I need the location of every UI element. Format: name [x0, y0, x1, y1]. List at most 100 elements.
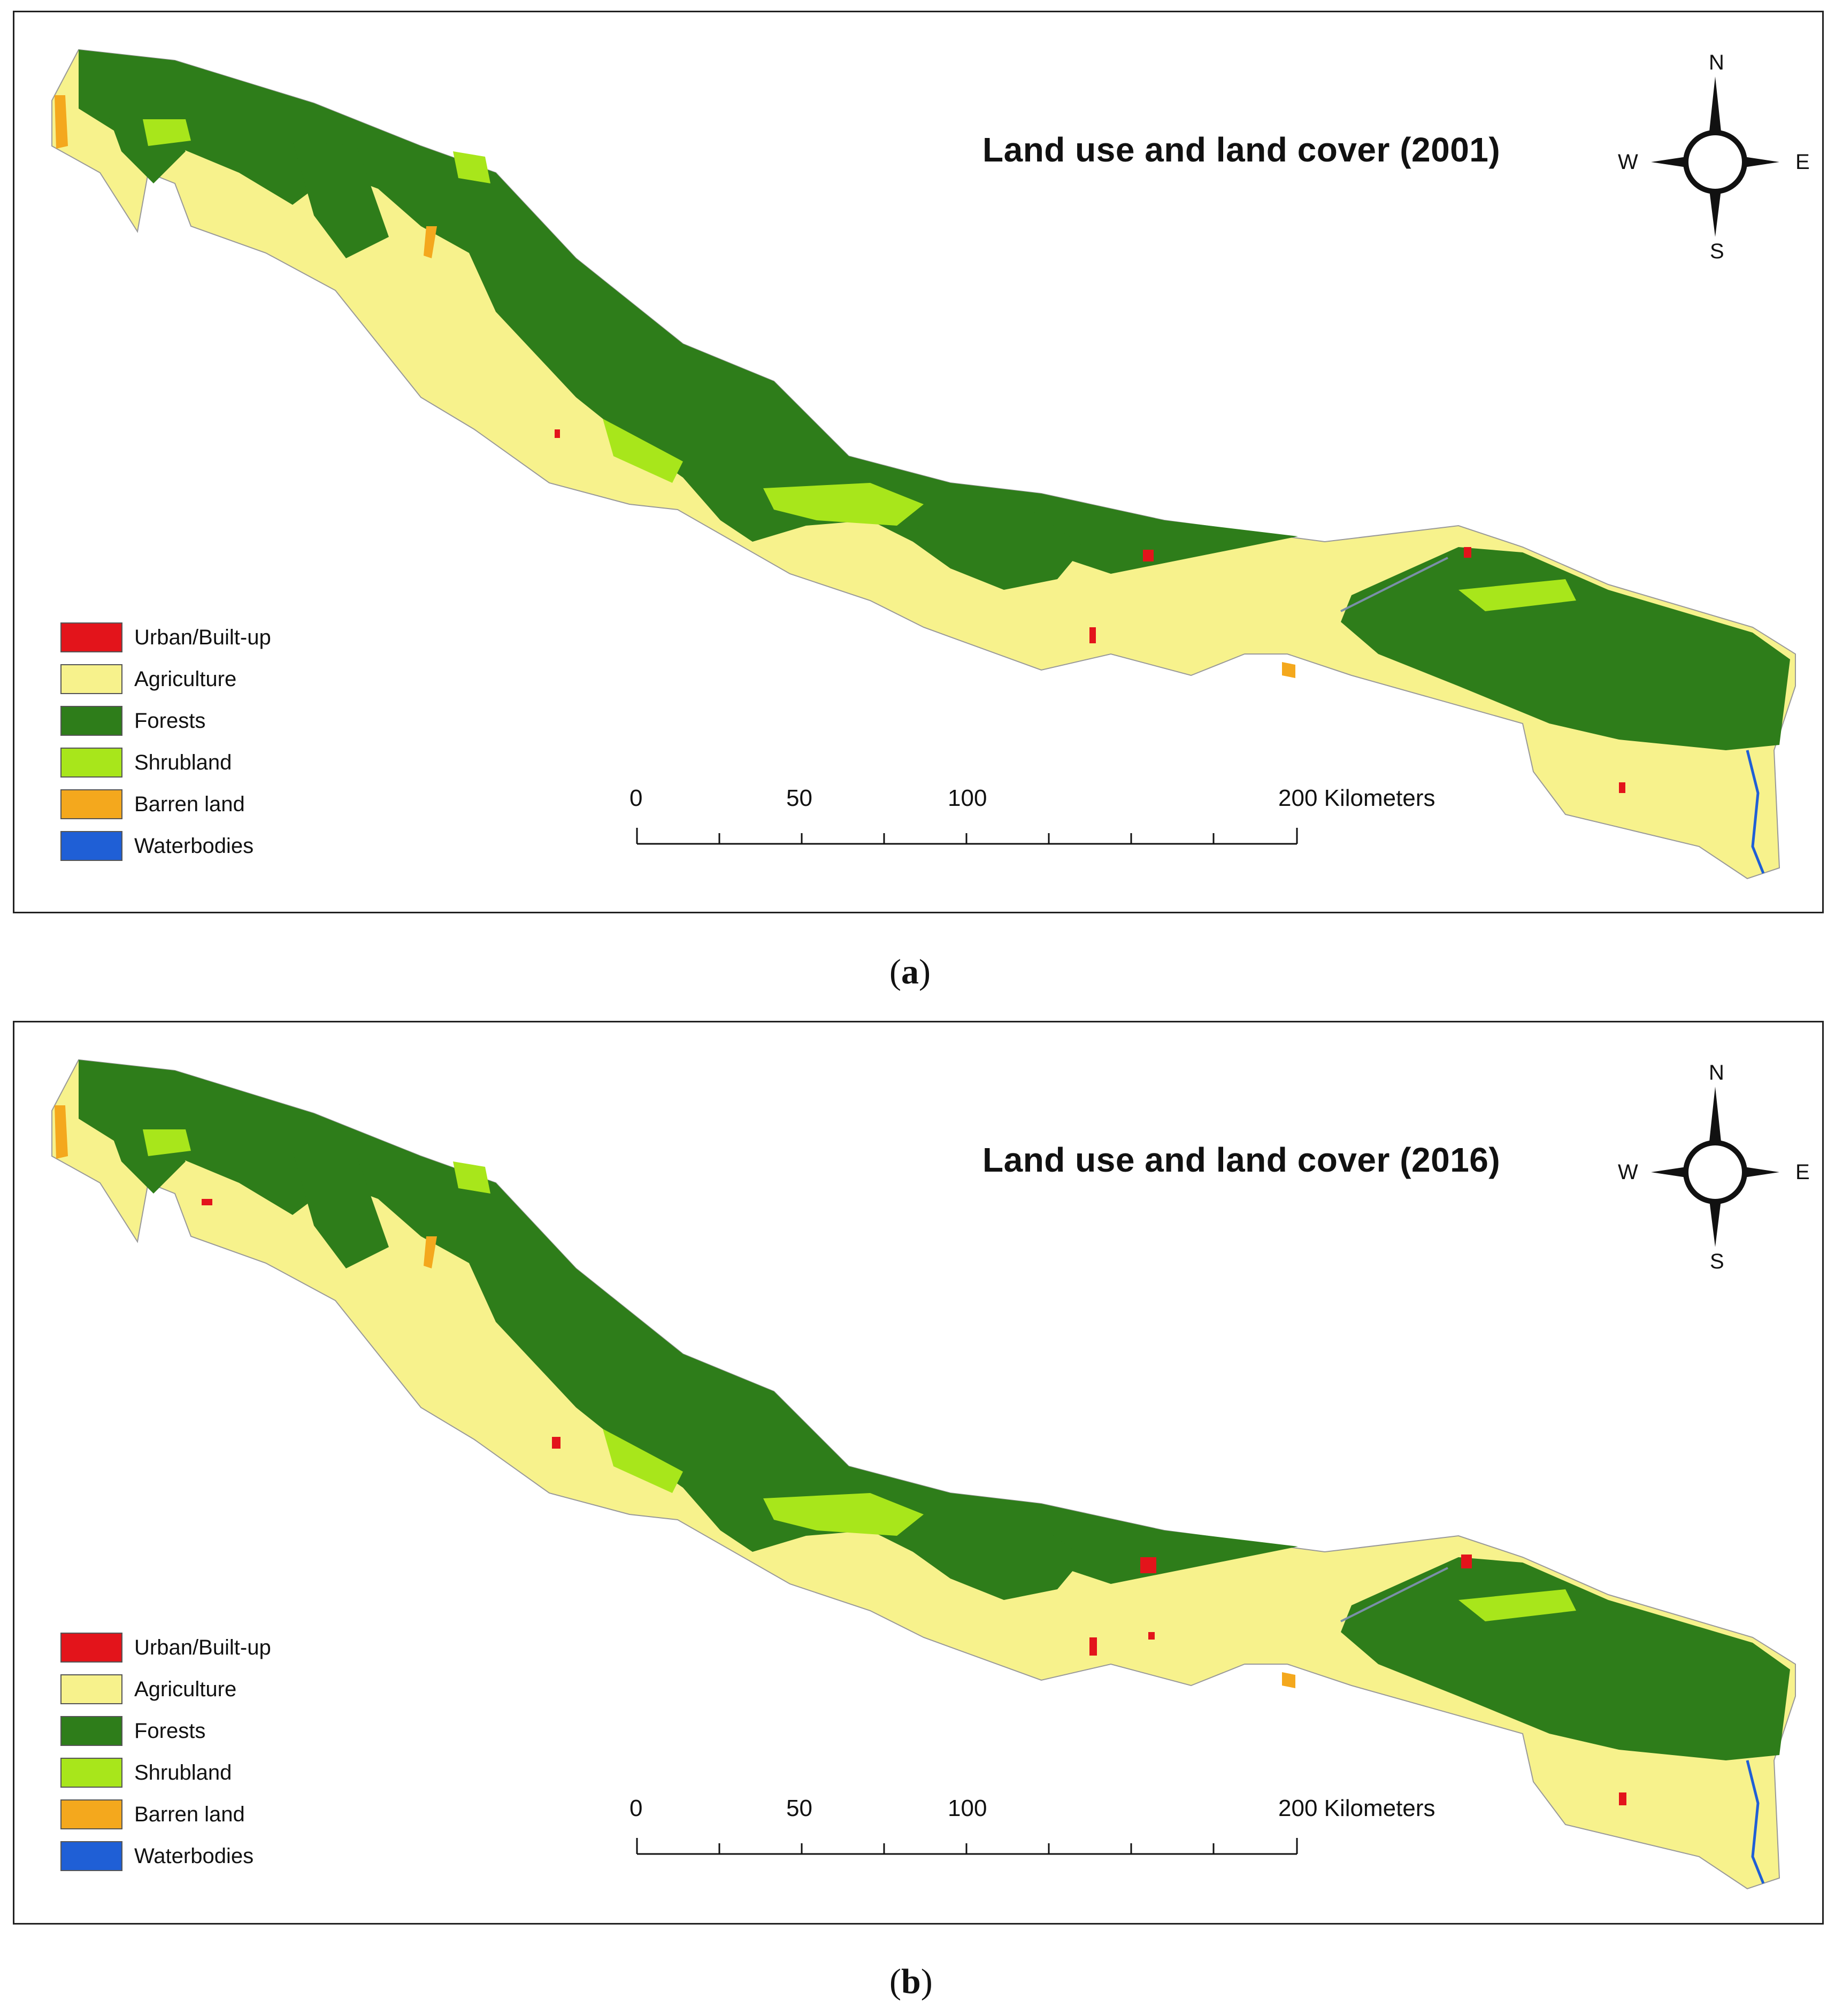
map-title: Land use and land cover (2001)	[982, 130, 1501, 169]
forest-patch-2	[293, 141, 389, 258]
shrub-area-3	[1458, 1589, 1576, 1621]
scale-bar-line	[636, 1838, 1298, 1855]
urban-patch	[202, 1199, 212, 1205]
figure-caption-b: (b)	[889, 1962, 933, 2001]
barren-patch	[1282, 662, 1295, 678]
scale-bar: 0 50 100 200 Kilometers	[629, 785, 1435, 855]
legend-item: Barren land	[60, 783, 271, 825]
legend-item: Shrubland	[60, 742, 271, 783]
legend-item: Forests	[60, 700, 271, 742]
legend-swatch	[60, 1841, 122, 1871]
urban-patch	[1089, 1637, 1097, 1656]
forest-patch-west	[100, 1103, 186, 1194]
legend-label: Barren land	[134, 792, 245, 816]
legend-swatch	[60, 706, 122, 736]
forest-area-mid	[913, 1520, 1084, 1600]
barren-patch	[424, 1236, 437, 1268]
urban-patch	[555, 429, 560, 438]
urban-patch	[1148, 1632, 1155, 1640]
north-arrow-compass: N S W E	[1614, 1061, 1817, 1279]
legend-label: Barren land	[134, 1802, 245, 1826]
compass-e-label: E	[1795, 150, 1810, 174]
forest-area-east	[1341, 547, 1790, 750]
barren-patch	[55, 95, 68, 149]
water-river	[1746, 1760, 1765, 1884]
scale-bar-line	[636, 828, 1298, 845]
shrub-area	[763, 1493, 924, 1536]
scale-label: 50	[786, 1795, 812, 1821]
urban-patch	[1461, 1555, 1472, 1568]
legend-item: Urban/Built-up	[60, 1627, 271, 1668]
legend-item: Waterbodies	[60, 825, 271, 867]
forest-patch-west	[100, 93, 186, 183]
legend: Urban/Built-up Agriculture Forests Shrub…	[60, 617, 271, 867]
legend-label: Urban/Built-up	[134, 1635, 271, 1659]
north-arrow-compass: N S W E	[1614, 51, 1817, 269]
barren-patch	[55, 1105, 68, 1159]
legend-label: Waterbodies	[134, 834, 254, 858]
land-cover-map	[51, 1059, 1796, 1890]
scale-label: 100	[948, 1795, 987, 1821]
forest-area	[79, 50, 1298, 574]
water-river	[1340, 1567, 1448, 1622]
legend-label: Waterbodies	[134, 1844, 254, 1868]
legend-label: Agriculture	[134, 667, 237, 691]
scale-label: 0	[629, 785, 643, 811]
shrub-area-2	[603, 1429, 683, 1493]
region-shape	[51, 1059, 1796, 1890]
legend-swatch	[60, 1799, 122, 1829]
legend-label: Forests	[134, 709, 206, 733]
compass-w-label: W	[1618, 150, 1638, 174]
shrub-area-5	[453, 151, 490, 183]
legend-label: Forests	[134, 1719, 206, 1743]
legend-label: Shrubland	[134, 1760, 232, 1784]
legend-label: Agriculture	[134, 1677, 237, 1701]
water-river	[1340, 557, 1448, 612]
legend-swatch	[60, 622, 122, 652]
compass-w-label: W	[1618, 1160, 1638, 1184]
map-title: Land use and land cover (2016)	[982, 1141, 1501, 1179]
scale-label: 200 Kilometers	[1278, 785, 1435, 811]
shrub-area-4	[143, 1129, 191, 1156]
urban-patch	[1143, 550, 1154, 561]
legend-swatch	[60, 1716, 122, 1746]
forest-area	[79, 1060, 1298, 1584]
figure-caption-a: (a)	[889, 952, 931, 991]
region-shape	[51, 49, 1796, 880]
legend-swatch	[60, 1633, 122, 1663]
compass-s-label: S	[1710, 1250, 1724, 1273]
land-cover-map	[51, 49, 1796, 880]
urban-patch	[552, 1437, 561, 1449]
barren-patch	[1282, 1672, 1295, 1688]
shrub-area-4	[143, 119, 191, 146]
scale-label: 50	[786, 785, 812, 811]
forest-area-east	[1341, 1557, 1790, 1760]
scale-bar: 0 50 100 200 Kilometers	[629, 1795, 1435, 1865]
legend-swatch	[60, 1758, 122, 1788]
legend-item: Forests	[60, 1710, 271, 1752]
map-panel-2001: Land use and land cover (2001) N S W E U…	[13, 11, 1824, 913]
urban-patch	[1464, 547, 1471, 558]
urban-patch	[1619, 1792, 1626, 1805]
legend-label: Shrubland	[134, 750, 232, 774]
legend-swatch	[60, 831, 122, 861]
forest-patch-2	[293, 1151, 389, 1268]
legend-swatch	[60, 789, 122, 819]
shrub-area-5	[453, 1161, 490, 1194]
legend-item: Shrubland	[60, 1752, 271, 1794]
compass-e-label: E	[1795, 1160, 1810, 1184]
legend-swatch	[60, 664, 122, 694]
shrub-area	[763, 483, 924, 526]
urban-patch	[1619, 782, 1625, 793]
compass-s-label: S	[1710, 240, 1724, 263]
compass-n-label: N	[1709, 51, 1724, 74]
legend-item: Waterbodies	[60, 1835, 271, 1877]
urban-patch	[1089, 627, 1096, 643]
urban-patch	[1140, 1557, 1156, 1573]
scale-label: 100	[948, 785, 987, 811]
shrub-area-2	[603, 419, 683, 483]
scale-label: 200 Kilometers	[1278, 1795, 1435, 1821]
legend-swatch	[60, 748, 122, 778]
compass-n-label: N	[1709, 1061, 1724, 1084]
forest-area-mid	[913, 510, 1084, 590]
